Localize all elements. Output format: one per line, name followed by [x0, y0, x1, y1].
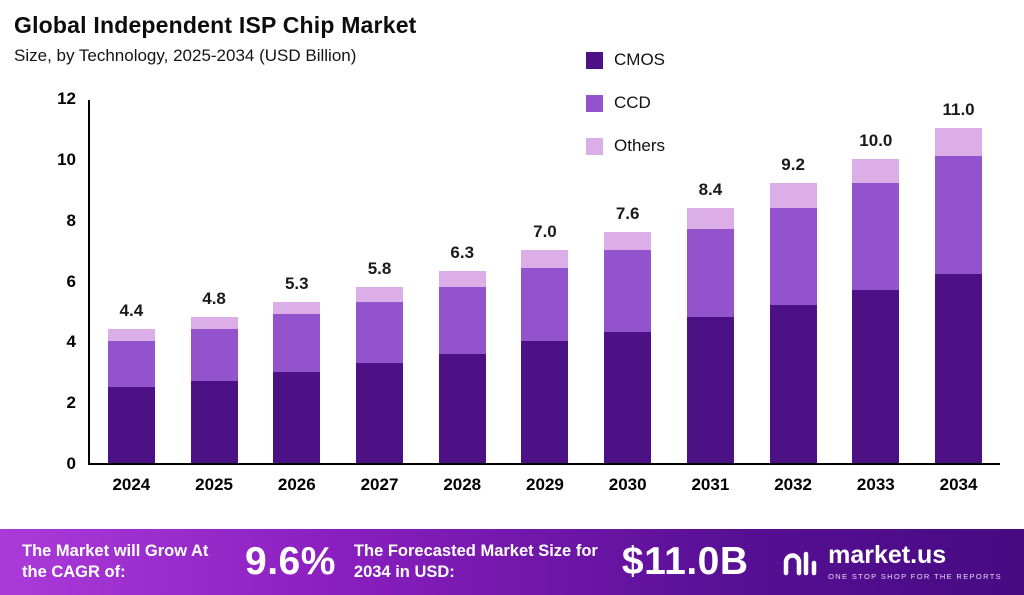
- bar-segment-ccd: [190, 329, 238, 381]
- bar-2024: 4.4 2024: [107, 100, 155, 494]
- bar-total-label: 7.0: [533, 222, 557, 242]
- bar-2033: 10.0 2033: [852, 100, 900, 494]
- bar-segment-others: [356, 286, 404, 302]
- bar-total-label: 4.8: [202, 289, 226, 308]
- marketus-logo: market.us ONE STOP SHOP FOR THE REPORTS: [778, 542, 1002, 582]
- bar-segment-others: [769, 183, 817, 208]
- bar-total-label: 7.6: [615, 203, 640, 223]
- legend-label: CMOS: [614, 50, 665, 69]
- bar-segment-cmos: [107, 386, 155, 463]
- bar-segment-ccd: [769, 207, 817, 305]
- y-axis-tick: 2: [66, 393, 76, 413]
- x-axis-label: 2024: [112, 475, 151, 494]
- legend-swatch: [586, 94, 603, 112]
- bar-segment-ccd: [686, 228, 734, 317]
- bar-segment-ccd: [521, 268, 569, 342]
- x-axis-label: 2027: [360, 475, 399, 494]
- bar-segment-others: [438, 271, 486, 287]
- footer-banner: The Market will Grow At the CAGR of: 9.6…: [0, 529, 1024, 595]
- legend-label: CCD: [614, 93, 651, 112]
- bar-segment-ccd: [935, 155, 983, 275]
- bar-segment-cmos: [438, 353, 486, 463]
- bar-2031: 8.4 2031: [686, 100, 734, 494]
- bar-2032: 9.2 2032: [769, 100, 817, 494]
- bar-segment-others: [107, 329, 155, 342]
- bar-segment-others: [686, 207, 734, 229]
- plot-wrap: 0 2 4 6 8 10 12 4.4 2024 4.8 2025 5.3 2026 5.8 2027 6.…: [57, 89, 1000, 494]
- bar-2027: 5.8 2027: [356, 100, 404, 494]
- bar-segment-cmos: [356, 362, 404, 463]
- x-axis-label: 2028: [443, 475, 482, 494]
- x-axis-label: 2034: [939, 475, 978, 494]
- y-axis-tick: 8: [66, 210, 76, 230]
- y-axis-tick: 6: [66, 271, 76, 291]
- bar-total-label: 5.3: [284, 273, 309, 293]
- brand-tagline: ONE STOP SHOP FOR THE REPORTS: [828, 572, 1002, 581]
- bar-segment-cmos: [769, 304, 817, 463]
- bar-segment-cmos: [604, 332, 652, 463]
- y-axis-tick: 10: [57, 149, 76, 169]
- x-axis-label: 2032: [774, 475, 813, 494]
- bar-segment-others: [190, 317, 238, 330]
- cagr-value: 9.6%: [245, 540, 336, 583]
- x-axis-label: 2030: [608, 475, 647, 494]
- x-axis-label: 2025: [195, 475, 233, 494]
- legend-label: Others: [614, 136, 666, 155]
- bar-segment-others: [273, 301, 321, 314]
- bar-segment-ccd: [852, 183, 900, 290]
- bar-segment-cmos: [935, 274, 983, 463]
- bar-segment-ccd: [438, 286, 486, 354]
- bar-total-label: 4.4: [119, 301, 144, 321]
- bar-segment-others: [604, 231, 652, 251]
- legend-swatch: [586, 137, 603, 155]
- bar-total-label: 11.0: [942, 100, 975, 120]
- brand-name: market.us: [828, 541, 947, 569]
- chart-subtitle: Size, by Technology, 2025-2034 (USD Bill…: [14, 46, 357, 65]
- bar-segment-ccd: [107, 341, 155, 387]
- x-axis-label: 2033: [856, 475, 895, 494]
- cagr-label: The Market will Grow At the CAGR of:: [22, 542, 209, 581]
- chart-header: Global Independent ISP Chip Market Size,…: [14, 12, 417, 66]
- bar-2034: 11.0 2034: [935, 100, 983, 494]
- forecast-label: The Forecasted Market Size for 2034 in U…: [353, 542, 598, 581]
- legend: CMOS CCD Others: [586, 50, 665, 156]
- bar-2029: 7.0 2029: [521, 100, 569, 494]
- legend-swatch: [586, 51, 603, 69]
- bar-total-label: 10.0: [859, 130, 893, 150]
- x-axis-label: 2026: [277, 475, 316, 494]
- bar-total-label: 8.4: [698, 179, 723, 199]
- bar-2028: 6.3 2028: [438, 100, 486, 494]
- legend-item-cmos: CMOS: [586, 50, 665, 70]
- x-axis-label: 2031: [691, 475, 730, 494]
- bar-total-label: 6.3: [450, 243, 475, 263]
- marketus-logo-text: market.us ONE STOP SHOP FOR THE REPORTS: [828, 541, 1002, 582]
- bar-segment-cmos: [852, 289, 900, 463]
- bar-segment-cmos: [273, 371, 321, 463]
- marketus-logo-icon: [783, 551, 817, 576]
- plot-area: 4.4 2024 4.8 2025 5.3 2026 5.8 2027 6.3 2028 7.0 20…: [88, 100, 1000, 494]
- y-axis-tick: 4: [66, 332, 76, 352]
- bar-segment-ccd: [273, 313, 321, 372]
- bar-segment-others: [521, 250, 569, 269]
- bar-total-label: 9.2: [781, 155, 805, 175]
- bar-2026: 5.3 2026: [273, 100, 321, 494]
- chart-title: Global Independent ISP Chip Market: [14, 12, 417, 38]
- y-axis-tick: 12: [57, 89, 76, 108]
- bar-segment-ccd: [604, 250, 652, 333]
- forecast-value: $11.0B: [621, 540, 749, 583]
- bar-2030: 7.6 2030: [604, 100, 652, 494]
- bar-2025: 4.8 2025: [190, 100, 238, 494]
- bar-segment-cmos: [686, 317, 734, 463]
- legend-item-others: Others: [586, 136, 665, 156]
- bar-segment-others: [852, 158, 900, 184]
- y-axis-tick: 0: [66, 454, 76, 473]
- bar-segment-cmos: [190, 380, 238, 463]
- bar-segment-others: [935, 128, 983, 156]
- bar-segment-cmos: [521, 341, 569, 463]
- bar-segment-ccd: [356, 301, 404, 363]
- bar-total-label: 5.8: [367, 258, 392, 278]
- legend-item-ccd: CCD: [586, 93, 665, 113]
- x-axis-label: 2029: [526, 475, 564, 494]
